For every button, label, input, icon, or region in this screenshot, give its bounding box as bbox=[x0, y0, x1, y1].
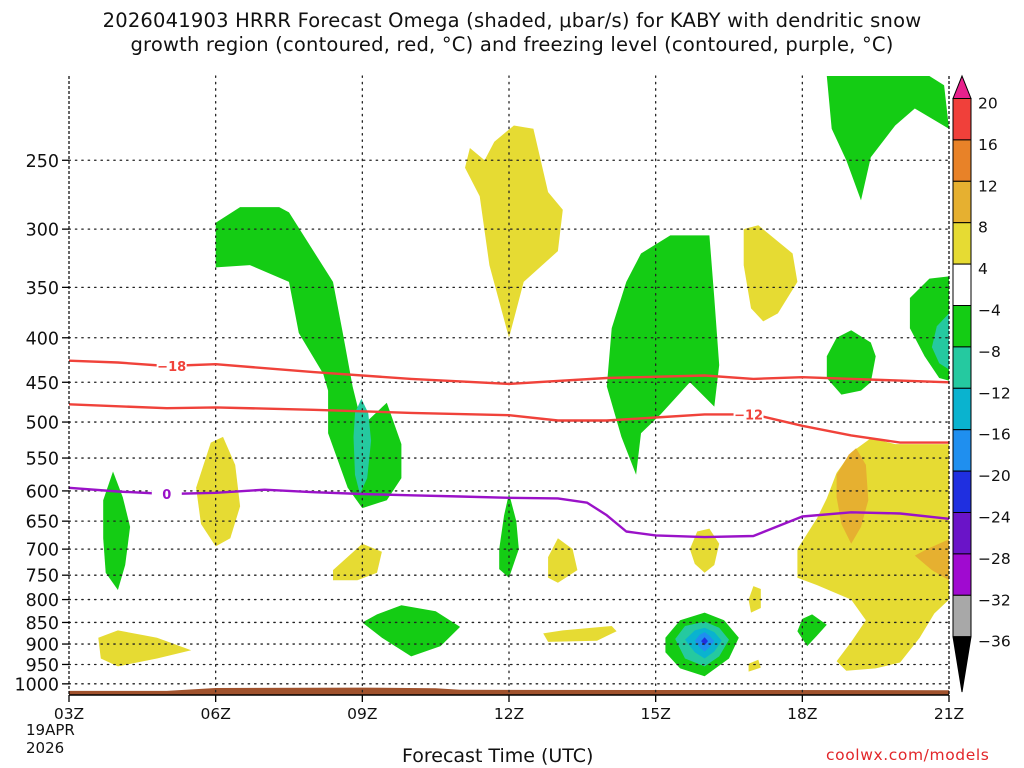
colorbar-band-8 bbox=[952, 387, 972, 431]
colorbar-label-0: 20 bbox=[978, 95, 998, 113]
colorbar-label-6: −8 bbox=[978, 343, 1001, 361]
colorbar-band-3 bbox=[952, 180, 972, 224]
colorbar-band-9 bbox=[952, 429, 972, 472]
y-tick-label-650: 650 bbox=[26, 513, 59, 533]
colorbar-label-13: −36 bbox=[978, 633, 1011, 651]
colorbar-band-7 bbox=[952, 346, 972, 389]
yellow-region-10 bbox=[743, 225, 798, 322]
x-axis-title: Forecast Time (UTC) bbox=[402, 745, 594, 767]
green-region-7 bbox=[797, 614, 827, 647]
colorbar-band-2 bbox=[952, 139, 972, 182]
x-tick-label-06Z: 06Z bbox=[200, 705, 230, 723]
y-tick-label-300: 300 bbox=[26, 221, 59, 241]
colorbar-label-7: −12 bbox=[978, 384, 1011, 402]
colorbar-band-6 bbox=[952, 305, 972, 348]
colorbar-band-10 bbox=[952, 470, 972, 514]
colorbar-band-5 bbox=[952, 263, 972, 307]
y-tick-label-250: 250 bbox=[26, 152, 59, 172]
colorbar-bottom-arrow bbox=[952, 636, 972, 693]
x-tick-label-03Z: 03Z bbox=[54, 705, 84, 723]
yellow-region-7 bbox=[689, 528, 720, 573]
teal-region-3 bbox=[931, 313, 949, 370]
yellow-region-2 bbox=[333, 543, 382, 581]
colorbar-label-12: −32 bbox=[978, 591, 1011, 609]
omega-shading-layer bbox=[98, 76, 949, 677]
contour-label-bg-1 bbox=[733, 406, 764, 422]
chart-title-line-2: growth region (contoured, red, °C) and f… bbox=[130, 33, 894, 56]
green-region-5 bbox=[606, 235, 720, 475]
y-tick-label-600: 600 bbox=[26, 482, 59, 502]
colorbar-band-12 bbox=[952, 553, 972, 596]
yellow-region-9 bbox=[748, 659, 761, 672]
contour-label-1: −12 bbox=[734, 408, 763, 423]
contour-line-2 bbox=[69, 486, 949, 539]
green-region-2 bbox=[103, 471, 131, 590]
source-credit: coolwx.com/models bbox=[826, 746, 990, 764]
y-tick-label-1000: 1000 bbox=[14, 675, 59, 695]
green-region-9 bbox=[826, 76, 949, 201]
colorbar-top-arrow bbox=[952, 74, 972, 99]
yellow-region-6 bbox=[543, 626, 617, 642]
contour-label-0: −18 bbox=[157, 360, 186, 375]
colorbar-band-13 bbox=[952, 594, 972, 638]
y-tick-label-400: 400 bbox=[26, 329, 59, 349]
colorbar-band-4 bbox=[952, 222, 972, 265]
colorbar-label-10: −24 bbox=[978, 509, 1011, 527]
date-label-year: 2026 bbox=[26, 739, 65, 757]
x-tick-label-21Z: 21Z bbox=[934, 705, 964, 723]
green-region-4 bbox=[499, 493, 519, 578]
y-tick-label-800: 800 bbox=[26, 591, 59, 611]
colorbar-band-1 bbox=[952, 98, 972, 141]
contour-label-2: 0 bbox=[162, 488, 171, 503]
colorbar-label-4: 4 bbox=[978, 260, 988, 278]
colorbar-band-11 bbox=[952, 512, 972, 555]
colorbar-label-11: −28 bbox=[978, 550, 1011, 568]
yellow-region-3 bbox=[98, 630, 192, 667]
contour-label-bg-0 bbox=[156, 357, 187, 373]
gold-region-1 bbox=[836, 448, 869, 544]
colorbar-label-9: −20 bbox=[978, 467, 1011, 485]
darkblue-region bbox=[701, 637, 708, 646]
colorbar-label-8: −16 bbox=[978, 426, 1011, 444]
y-tick-label-550: 550 bbox=[26, 450, 59, 470]
yellow-region-4 bbox=[465, 125, 563, 338]
y-tick-label-500: 500 bbox=[26, 414, 59, 434]
contour-line-1 bbox=[69, 403, 949, 444]
x-tick-label-15Z: 15Z bbox=[640, 705, 670, 723]
axes-layer: 2503003504004505005506006507007508008509… bbox=[14, 76, 964, 723]
colorbar: 20 16 12 8 4 −4 −8 −12 −16 −20 −24 −28 −32 −36 bbox=[952, 74, 1011, 693]
colorbar-label-5: −4 bbox=[978, 302, 1001, 320]
x-tick-label-12Z: 12Z bbox=[494, 705, 524, 723]
colorbar-label-1: 16 bbox=[978, 136, 998, 154]
green-region-1 bbox=[215, 207, 402, 509]
y-tick-label-700: 700 bbox=[26, 541, 59, 561]
y-tick-label-950: 950 bbox=[26, 656, 59, 676]
green-region-3 bbox=[362, 605, 461, 657]
y-tick-label-350: 350 bbox=[26, 279, 59, 299]
y-tick-label-850: 850 bbox=[26, 614, 59, 634]
x-tick-label-18Z: 18Z bbox=[787, 705, 817, 723]
yellow-region-11 bbox=[797, 438, 949, 671]
chart-title-line-1: 2026041903 HRRR Forecast Omega (shaded, … bbox=[102, 9, 922, 32]
contour-layer: −18 −12 0 bbox=[69, 357, 949, 539]
date-label-day: 19APR bbox=[26, 721, 75, 739]
x-tick-label-09Z: 09Z bbox=[347, 705, 377, 723]
colorbar-label-2: 12 bbox=[978, 177, 998, 195]
y-tick-label-900: 900 bbox=[26, 636, 59, 656]
grid-layer bbox=[68, 75, 950, 696]
green-region-8 bbox=[826, 330, 876, 395]
contour-label-bg-2 bbox=[151, 486, 182, 502]
y-tick-label-750: 750 bbox=[26, 567, 59, 587]
colorbar-label-3: 8 bbox=[978, 219, 988, 237]
y-tick-label-450: 450 bbox=[26, 374, 59, 394]
yellow-region-5 bbox=[548, 538, 578, 583]
